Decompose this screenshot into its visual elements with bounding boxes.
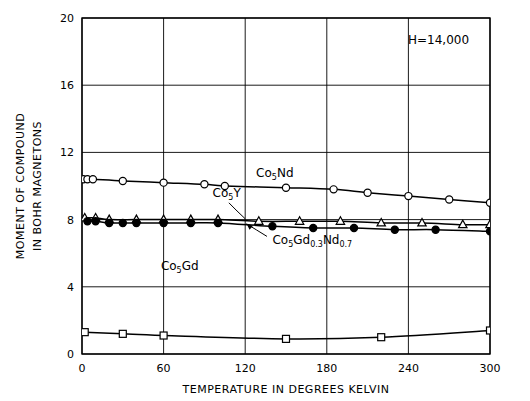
- point: [89, 176, 96, 183]
- point: [160, 332, 167, 339]
- point: [487, 327, 491, 334]
- point: [486, 228, 490, 235]
- x-axis-label: TEMPERATURE IN DEGREES KELVIN: [182, 383, 390, 396]
- series-label: Co5Y: [213, 186, 242, 202]
- point: [378, 334, 385, 341]
- point: [336, 217, 344, 225]
- x-grid: [326, 18, 327, 354]
- point: [119, 330, 126, 337]
- x-tick-label: 60: [157, 362, 171, 375]
- point: [310, 224, 317, 231]
- point: [391, 226, 398, 233]
- series-line: [85, 218, 490, 225]
- y-tick-label: 4: [67, 281, 74, 294]
- point: [255, 217, 263, 225]
- series-label: Co5Gd0.3Nd0.7: [272, 233, 352, 249]
- y-axis-label: MOMENT OF COMPOUND: [14, 113, 27, 259]
- point: [486, 220, 490, 228]
- label-leader: [247, 224, 267, 237]
- point: [160, 219, 167, 226]
- y-axis-label: IN BOHR MAGNETONS: [31, 121, 44, 251]
- point: [119, 177, 126, 184]
- y-tick-label: 12: [60, 146, 74, 159]
- point: [84, 218, 91, 225]
- point: [160, 179, 167, 186]
- point: [92, 218, 99, 225]
- x-grid: [408, 18, 409, 354]
- point: [282, 184, 289, 191]
- x-tick-label: 180: [316, 362, 337, 375]
- y-grid: [82, 85, 490, 86]
- x-tick-label: 240: [398, 362, 419, 375]
- point: [446, 196, 453, 203]
- point: [133, 219, 140, 226]
- point: [350, 224, 357, 231]
- point: [377, 218, 385, 226]
- point: [119, 219, 126, 226]
- series-label: Co5Gd: [161, 259, 199, 275]
- series-line: [83, 179, 490, 203]
- x-tick-label: 0: [79, 362, 86, 375]
- y-tick-label: 20: [60, 12, 74, 25]
- point: [269, 223, 276, 230]
- point: [106, 219, 113, 226]
- plot-frame: [82, 18, 490, 354]
- point: [214, 219, 221, 226]
- y-grid: [82, 152, 490, 153]
- point: [82, 329, 88, 336]
- x-tick-label: 300: [480, 362, 501, 375]
- label-arrowhead: [247, 224, 254, 230]
- x-tick-label: 120: [235, 362, 256, 375]
- annotation: H=14,000: [408, 33, 469, 47]
- label-leader: [229, 203, 245, 219]
- point: [201, 181, 208, 188]
- series-line: [87, 221, 490, 231]
- point: [486, 199, 490, 206]
- point: [283, 335, 290, 342]
- point: [364, 189, 371, 196]
- point: [187, 219, 194, 226]
- y-grid: [82, 286, 490, 287]
- y-tick-label: 8: [67, 214, 74, 227]
- plot-area: [82, 176, 490, 343]
- point: [330, 186, 337, 193]
- point: [432, 226, 439, 233]
- point: [295, 217, 303, 225]
- y-tick-label: 16: [60, 79, 74, 92]
- point: [418, 218, 426, 226]
- point: [459, 220, 467, 228]
- series-label: Co5Nd: [256, 166, 293, 182]
- y-tick-label: 0: [67, 348, 74, 361]
- point: [405, 192, 412, 199]
- chart: 0 60 120 180 240 300 0 4 8 12 16 20 TEMPERATURE IN D…: [0, 0, 530, 401]
